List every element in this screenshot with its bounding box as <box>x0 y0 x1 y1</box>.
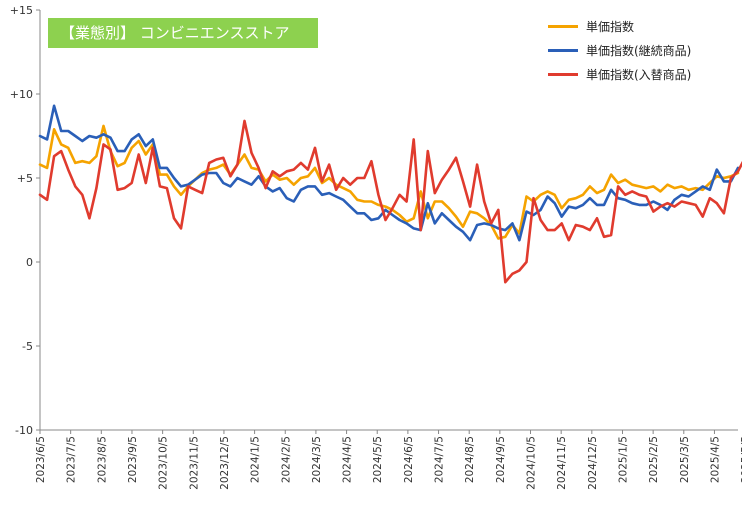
legend-swatch-unit-price <box>548 24 578 28</box>
legend-item-continuing-products: 単価指数(継続商品) <box>548 38 691 62</box>
x-tick-label: 2024/8/5 <box>464 436 476 483</box>
x-tick-label: 2023/10/5 <box>158 436 170 490</box>
x-tick-label: 2025/4/5 <box>709 436 721 483</box>
series-line-0 <box>38 124 740 240</box>
x-tick-label: 2025/3/5 <box>679 436 691 483</box>
x-tick-label: 2024/12/5 <box>587 436 599 490</box>
x-tick-label: 2024/1/5 <box>250 436 262 483</box>
chart-title-badge: 【業態別】 コンビニエンスストア <box>48 18 318 48</box>
x-tick-label: 2023/9/5 <box>127 436 139 483</box>
x-tick-label: 2023/11/5 <box>188 436 200 490</box>
y-axis-ticks: +15 +10 +5 0 -5 -10 <box>10 4 40 437</box>
x-tick-label: 2024/9/5 <box>495 436 507 483</box>
legend-item-replacement-products: 単価指数(入替商品) <box>548 62 691 86</box>
x-tick-label: 2024/10/5 <box>526 436 538 490</box>
legend-label-unit-price: 単価指数 <box>586 19 635 34</box>
x-tick-label: 2025/5/5 <box>740 436 742 483</box>
series-line-2 <box>38 119 742 284</box>
chart-legend: 単価指数 単価指数(継続商品) 単価指数(入替商品) <box>548 14 691 86</box>
x-tick-label: 2025/1/5 <box>617 436 629 483</box>
x-tick-label: 2023/8/5 <box>96 436 108 483</box>
x-axis-ticks: 2023/6/5 2023/7/5 2023/8/5 2023/9/5 2023/10/… <box>35 430 742 490</box>
x-tick-label: 2024/3/5 <box>311 436 323 483</box>
chart-axes <box>39 10 738 431</box>
legend-swatch-replacement-products <box>548 72 578 76</box>
x-tick-label: 2023/6/5 <box>35 436 47 483</box>
x-tick-label: 2024/4/5 <box>342 436 354 483</box>
y-tick-label: +15 <box>10 4 33 17</box>
series-lines <box>38 104 742 284</box>
x-tick-label: 2025/2/5 <box>648 436 660 483</box>
y-tick-label: +10 <box>10 88 33 101</box>
x-tick-label: 2024/11/5 <box>556 436 568 490</box>
y-tick-label: -5 <box>22 340 33 353</box>
legend-swatch-continuing-products <box>548 48 578 52</box>
series-line-1 <box>38 104 740 242</box>
x-tick-label: 2024/5/5 <box>372 436 384 483</box>
x-tick-label: 2023/12/5 <box>219 436 231 490</box>
y-tick-label: -10 <box>15 424 33 437</box>
x-tick-label: 2024/2/5 <box>280 436 292 483</box>
legend-item-unit-price: 単価指数 <box>548 14 691 38</box>
x-tick-label: 2023/7/5 <box>66 436 78 483</box>
x-tick-label: 2024/6/5 <box>403 436 415 483</box>
y-tick-label: +5 <box>17 172 33 185</box>
x-tick-label: 2024/7/5 <box>434 436 446 483</box>
legend-label-replacement-products: 単価指数(入替商品) <box>586 67 692 82</box>
y-tick-label: 0 <box>26 256 33 269</box>
legend-label-continuing-products: 単価指数(継続商品) <box>586 43 692 58</box>
